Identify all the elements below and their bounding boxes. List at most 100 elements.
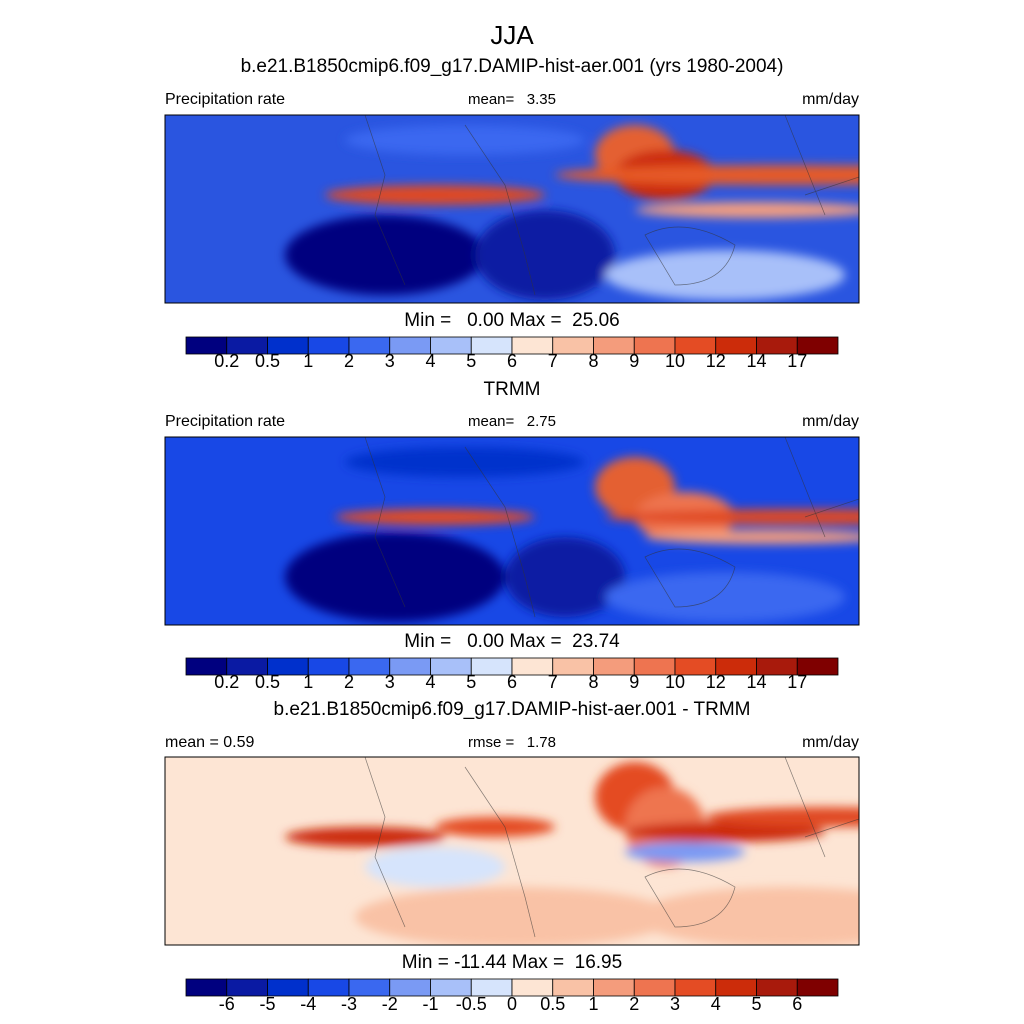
colorbar-box (511, 336, 554, 355)
colorbar-label: 5 (466, 351, 476, 371)
colorbar-box (430, 657, 472, 676)
field-feature (505, 537, 625, 617)
map-frame (164, 114, 860, 304)
colorbar-box (389, 657, 431, 676)
field-feature (285, 532, 505, 622)
colorbar-label: -1 (422, 994, 438, 1014)
colorbar-box (796, 978, 839, 997)
field-feature (605, 509, 859, 525)
colorbar-label: 4 (425, 351, 435, 371)
colorbar-label: 0 (507, 994, 517, 1014)
colorbar-label: 4 (711, 994, 721, 1014)
field-feature (345, 447, 585, 477)
colorbar-box (552, 657, 594, 676)
colorbar-label: 0.2 (214, 672, 239, 692)
colorbar-label: -5 (259, 994, 275, 1014)
field-feature (635, 887, 859, 945)
colorbar-label: 14 (746, 351, 766, 371)
colorbar-label: 10 (665, 672, 685, 692)
colorbar-box (348, 657, 391, 676)
field-feature (335, 509, 535, 525)
field-feature (285, 827, 445, 847)
map-stats: Min = 0.00 Max = 23.74 (404, 631, 620, 652)
coastline (364, 757, 859, 938)
colorbar-box (633, 978, 676, 997)
colorbar-label: 4 (425, 672, 435, 692)
colorbar-box (389, 336, 431, 355)
panel-center-label: mean= 2.75 (468, 413, 556, 430)
colorbar-label: 0.5 (540, 994, 565, 1014)
field-feature (325, 185, 545, 205)
field-feature (875, 447, 1015, 507)
field-feature (625, 842, 745, 862)
map-field (285, 762, 1015, 945)
colorbar-label: 9 (629, 672, 639, 692)
colorbar-box (715, 978, 757, 997)
colorbar-label: 17 (787, 672, 807, 692)
panel-left-label: Precipitation rate (165, 413, 285, 430)
panel-units: mm/day (802, 413, 859, 430)
map-frame (164, 756, 860, 946)
colorbar-label: 7 (548, 672, 558, 692)
map-frame (164, 436, 860, 626)
colorbar-box (593, 657, 635, 676)
panel-title: b.e21.B1850cmip6.f09_g17.DAMIP-hist-aer.… (241, 56, 784, 77)
colorbar-label: 14 (746, 672, 766, 692)
colorbar-label: 1 (303, 351, 313, 371)
colorbar-label: 0.5 (255, 672, 280, 692)
panel-left-label: mean = 0.59 (165, 734, 255, 751)
colorbar-label: -6 (219, 994, 235, 1014)
colorbar-label: 0.2 (214, 351, 239, 371)
colorbar-label: 6 (507, 672, 517, 692)
colorbar-box (552, 336, 594, 355)
colorbar-label: -2 (382, 994, 398, 1014)
colorbar-box (756, 978, 798, 997)
field-feature (645, 530, 859, 544)
colorbar-box (511, 657, 554, 676)
field-feature (605, 572, 845, 622)
colorbar-label: 3 (385, 672, 395, 692)
colorbar-label: 1 (303, 672, 313, 692)
colorbar-label: 8 (588, 351, 598, 371)
colorbar-box (593, 336, 635, 355)
colorbar-label: 3 (670, 994, 680, 1014)
colorbar-box (470, 657, 513, 676)
coastline (364, 115, 859, 296)
colorbar-label: 10 (665, 351, 685, 371)
field-feature (605, 250, 845, 300)
colorbar-box (307, 657, 350, 676)
field-feature (345, 125, 585, 155)
colorbar-label: 1 (588, 994, 598, 1014)
colorbar-label: 2 (344, 672, 354, 692)
colorbar-label: 7 (548, 351, 558, 371)
colorbar-label: 9 (629, 351, 639, 371)
coastline (364, 437, 859, 618)
map-stats: Min = 0.00 Max = 25.06 (404, 310, 619, 331)
colorbar-label: 2 (629, 994, 639, 1014)
field-feature (355, 887, 675, 945)
colorbar-label: 5 (466, 672, 476, 692)
colorbar-label: 8 (588, 672, 598, 692)
colorbar-label: -3 (341, 994, 357, 1014)
map (165, 437, 1015, 625)
colorbar-label: 6 (792, 994, 802, 1014)
colorbar-box (593, 978, 635, 997)
field-feature (705, 807, 859, 827)
field-feature (435, 817, 555, 837)
map (165, 115, 859, 303)
field-feature (875, 812, 1015, 842)
colorbar-label: 0.5 (255, 351, 280, 371)
panel-title: TRMM (484, 379, 541, 400)
map-field (285, 125, 859, 300)
colorbar-label: 3 (385, 351, 395, 371)
map-stats: Min = -11.44 Max = 16.95 (402, 952, 622, 973)
colorbar-label: 12 (706, 672, 726, 692)
colorbar-box (430, 336, 472, 355)
colorbar-label: -4 (300, 994, 316, 1014)
panel-units: mm/day (802, 734, 859, 751)
colorbar-label: 12 (706, 351, 726, 371)
figure-title: JJA (490, 20, 534, 50)
colorbar-box (307, 336, 350, 355)
colorbar-label: 6 (507, 351, 517, 371)
